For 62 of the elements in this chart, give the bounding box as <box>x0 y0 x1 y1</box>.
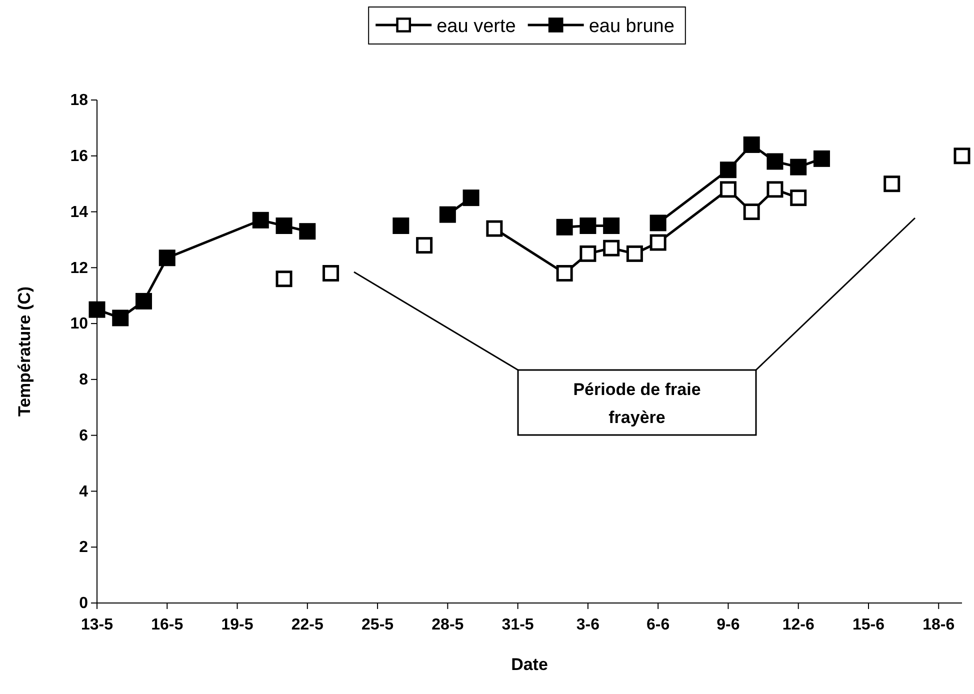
point <box>766 181 784 198</box>
x-tick-label: 9-6 <box>716 616 740 634</box>
y-tick-label: 10 <box>70 316 88 333</box>
y-tick-label: 8 <box>79 372 88 389</box>
point <box>439 206 456 223</box>
annotation: Période de fraie frayère <box>573 380 701 427</box>
y-tick-label: 12 <box>70 260 88 277</box>
point <box>299 223 316 240</box>
point <box>486 220 503 237</box>
x-axis-title: Date <box>511 655 548 674</box>
point <box>650 234 666 251</box>
x-tick-label: 15-6 <box>852 616 885 634</box>
point <box>720 162 736 178</box>
point <box>813 150 830 167</box>
point <box>626 245 643 262</box>
x-tick-label: 3-6 <box>576 616 600 634</box>
point <box>650 214 666 232</box>
x-tick-label: 12-6 <box>782 616 814 634</box>
point <box>112 310 129 326</box>
y-tick-label: 16 <box>70 148 88 166</box>
y-tick-label: 18 <box>70 92 88 110</box>
point <box>580 245 596 262</box>
point <box>954 148 970 164</box>
point <box>790 190 807 206</box>
x-tick-label: 28-5 <box>432 616 464 634</box>
point <box>766 153 784 170</box>
x-tick-label: 13-5 <box>80 616 114 634</box>
y-tick-label: 14 <box>70 204 88 221</box>
x-tick-label: 31-5 <box>502 616 534 634</box>
legend-label: eau brune <box>588 16 674 37</box>
x-tick-label: 6-6 <box>646 616 670 634</box>
point <box>392 218 410 234</box>
point <box>462 190 480 206</box>
point <box>603 218 620 234</box>
y-tick-label: 0 <box>79 595 88 612</box>
point <box>158 250 176 266</box>
point <box>88 301 106 318</box>
point <box>276 270 292 288</box>
point <box>743 204 760 220</box>
point <box>416 237 433 254</box>
point <box>556 265 573 282</box>
legend-label: eau verte <box>436 16 516 37</box>
point <box>252 212 269 228</box>
point <box>884 176 900 192</box>
y-tick-label: 2 <box>79 539 88 556</box>
x-tick-label: 16-5 <box>151 616 184 634</box>
point <box>790 158 807 176</box>
y-tick-label: 4 <box>79 483 88 500</box>
point <box>276 218 292 234</box>
y-axis-title: Température (C) <box>15 286 34 417</box>
point <box>556 218 573 236</box>
point <box>322 265 340 282</box>
point <box>603 240 620 256</box>
x-tick-label: 19-5 <box>221 616 254 634</box>
y-tick-label: 6 <box>79 427 88 444</box>
point <box>720 181 736 198</box>
x-tick-label: 22-5 <box>291 616 324 634</box>
point <box>743 136 760 153</box>
point <box>136 292 152 310</box>
x-tick-label: 18-6 <box>922 616 955 634</box>
x-tick-label: 25-5 <box>362 616 394 634</box>
point <box>580 218 596 234</box>
